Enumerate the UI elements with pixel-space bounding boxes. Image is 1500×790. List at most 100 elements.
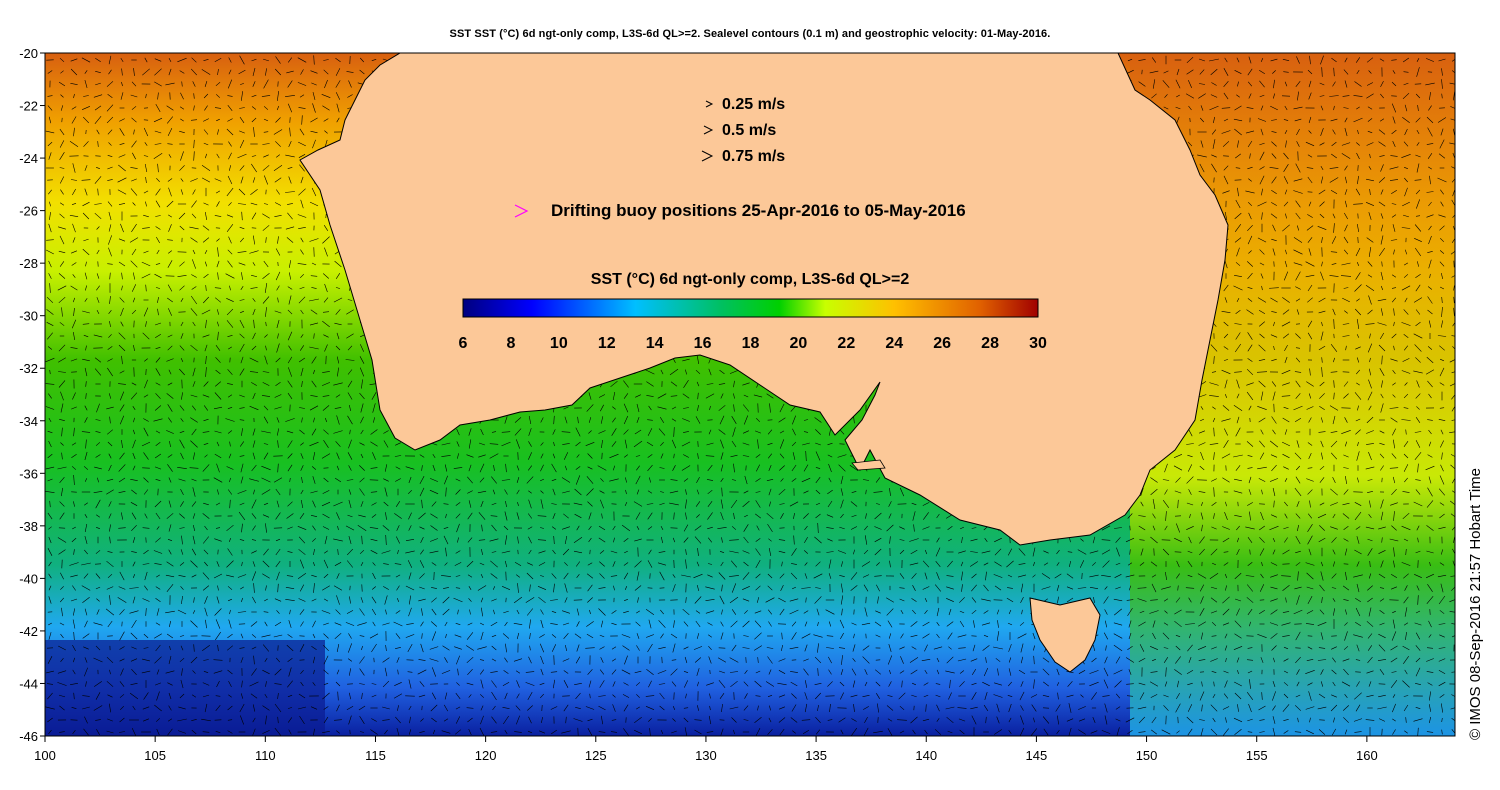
velocity-arrow [1415, 321, 1421, 327]
velocity-arrow [168, 500, 172, 508]
velocity-arrow [193, 139, 195, 149]
velocity-arrow [455, 550, 461, 554]
velocity-arrow [1283, 71, 1289, 73]
velocity-arrow [706, 383, 714, 385]
velocity-arrow [285, 154, 295, 158]
velocity-arrow [1367, 391, 1373, 401]
velocity-arrow [1223, 333, 1229, 339]
velocity-arrow [767, 453, 773, 459]
velocity-arrow [397, 549, 399, 555]
velocity-arrow [899, 526, 905, 530]
velocity-arrow [804, 550, 808, 554]
velocity-arrow [287, 167, 293, 169]
velocity-arrow [851, 491, 857, 493]
velocity-arrow [612, 525, 616, 531]
velocity-arrow [840, 499, 844, 509]
velocity-arrow [275, 538, 281, 542]
velocity-arrow [72, 163, 76, 173]
velocity-arrow [48, 440, 52, 448]
velocity-arrow [167, 260, 173, 268]
velocity-arrow [1187, 550, 1193, 554]
velocity-arrow [84, 405, 88, 411]
velocity-arrow [1213, 427, 1215, 437]
velocity-arrow [1273, 93, 1275, 99]
velocity-arrow [624, 439, 628, 449]
velocity-arrow [1272, 391, 1276, 401]
velocity-arrow [1164, 94, 1168, 98]
velocity-arrow [335, 80, 341, 88]
velocity-arrow [155, 393, 161, 399]
velocity-arrow [1440, 189, 1444, 195]
velocity-arrow [275, 56, 281, 64]
velocity-arrow [1295, 347, 1301, 349]
velocity-arrow [204, 261, 208, 267]
velocity-arrow [501, 479, 511, 481]
velocity-arrow [766, 479, 774, 481]
velocity-arrow [323, 297, 329, 303]
velocity-arrow [153, 153, 163, 159]
velocity-arrow [144, 142, 148, 146]
velocity-arrow [432, 464, 436, 472]
velocity-arrow [59, 322, 65, 326]
velocity-arrow [73, 427, 75, 437]
velocity-arrow [1198, 93, 1206, 99]
velocity-arrow [694, 536, 702, 544]
velocity-arrow [1380, 93, 1384, 99]
velocity-arrow [683, 478, 689, 482]
velocity-arrow [864, 535, 868, 545]
velocity-arrow [1453, 225, 1455, 231]
velocity-arrow [611, 441, 617, 447]
velocity-arrow [71, 453, 77, 459]
velocity-arrow [1152, 513, 1156, 519]
velocity-arrow [107, 179, 113, 181]
velocity-arrow [82, 358, 90, 362]
velocity-arrow [225, 273, 235, 279]
velocity-arrow [226, 214, 234, 218]
velocity-arrow [72, 237, 76, 243]
velocity-arrow [85, 345, 87, 351]
velocity-arrow [118, 491, 126, 493]
velocity-arrow [1259, 525, 1265, 531]
velocity-arrow [1344, 127, 1348, 137]
velocity-arrow [504, 416, 508, 424]
velocity-arrow [108, 211, 112, 221]
velocity-arrow [1318, 189, 1326, 195]
velocity-arrow [49, 369, 51, 375]
velocity-arrow [837, 550, 847, 554]
velocity-arrow [252, 262, 256, 266]
velocity-arrow [970, 551, 978, 553]
velocity-arrow [1165, 511, 1167, 521]
velocity-arrow [1307, 176, 1313, 184]
velocity-arrow [1393, 308, 1395, 316]
velocity-arrow [1401, 419, 1411, 421]
velocity-arrow [121, 512, 123, 520]
velocity-arrow [335, 68, 341, 76]
velocity-arrow [168, 308, 172, 316]
velocity-arrow [177, 467, 187, 469]
velocity-arrow [275, 248, 281, 256]
velocity-arrow [681, 441, 691, 447]
velocity-arrow [336, 512, 340, 520]
velocity-arrow [1343, 454, 1349, 458]
velocity-arrow [214, 215, 222, 217]
velocity-arrow [371, 392, 377, 400]
velocity-arrow [1261, 489, 1263, 495]
velocity-arrow [1440, 201, 1444, 207]
velocity-arrow [82, 116, 90, 124]
velocity-arrow [1317, 513, 1327, 519]
velocity-arrow [1294, 452, 1302, 460]
velocity-arrow [1342, 323, 1350, 325]
velocity-arrow [265, 237, 267, 243]
velocity-arrow [1296, 141, 1300, 147]
velocity-arrow [96, 226, 100, 230]
velocity-arrow [1224, 511, 1228, 521]
velocity-arrow [744, 514, 748, 518]
velocity-arrow [383, 430, 389, 434]
velocity-arrow [1257, 297, 1267, 303]
velocity-arrow [528, 490, 532, 494]
velocity-arrow [157, 163, 159, 173]
velocity-arrow [588, 417, 592, 423]
velocity-arrow [1222, 477, 1230, 483]
velocity-arrow [1201, 524, 1203, 532]
velocity-arrow [793, 535, 795, 545]
